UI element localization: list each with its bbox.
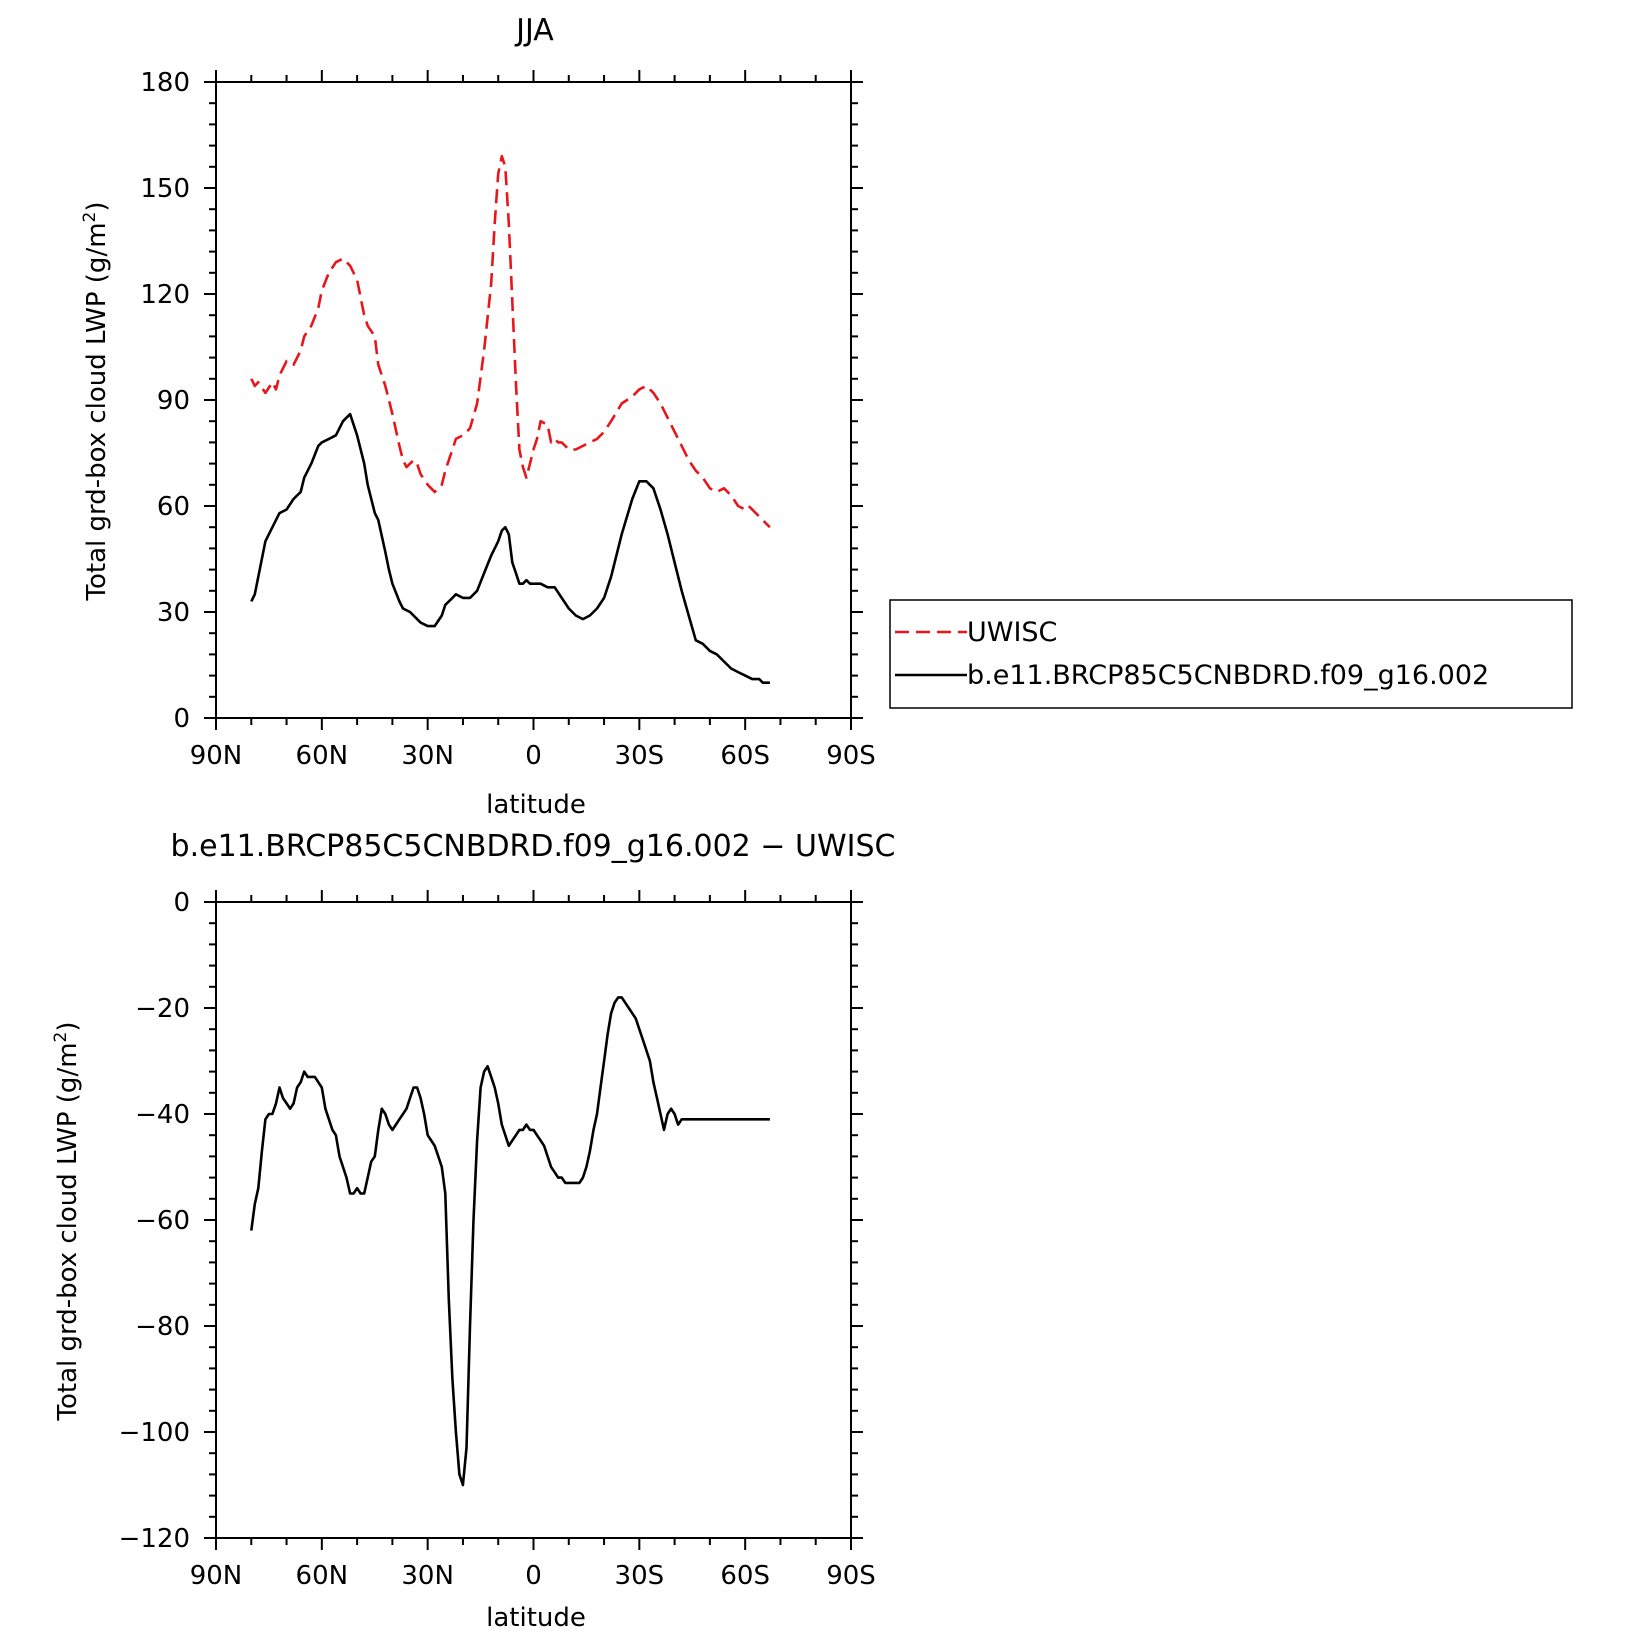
x-tick-label: 30N xyxy=(401,741,454,771)
legend-box xyxy=(889,599,1573,709)
y-tick-label: 90 xyxy=(157,386,190,416)
x-tick-label: 90S xyxy=(826,741,876,771)
x-tick-label: 30S xyxy=(615,741,665,771)
x-tick-label: 90N xyxy=(190,1561,243,1591)
bottom-panel-axes: 90N 60N 30N 0 30S 60S 90S 0 −20 −40 −60 −80 −100 −120 xyxy=(119,888,876,1591)
y-tick-label: −100 xyxy=(119,1418,190,1448)
legend-label-uwisc: UWISC xyxy=(967,617,1057,648)
top-panel-axes: 90N 60N 30N 0 30S 60S 90S 0 30 60 90 120 150 180 xyxy=(140,68,875,771)
series-line-b-e11-brcp85c5cnbdrd-f09-g16-002 xyxy=(250,412,770,685)
top-panel-y-axis-label: Total grd-box cloud LWP (g/m2) xyxy=(80,201,112,601)
bottom-panel: b.e11.BRCP85C5CNBDRD.f09_g16.002 − UWISC… xyxy=(51,829,895,1631)
y-tick-label: −20 xyxy=(135,994,190,1024)
top-panel: JJA Total grd-box cloud LWP (g/m2) latit… xyxy=(80,13,876,820)
x-tick-label: 30N xyxy=(401,1561,454,1591)
top-panel-plot-area xyxy=(250,154,771,685)
x-tick-label: 60S xyxy=(720,1561,770,1591)
x-tick-label: 60N xyxy=(296,741,349,771)
plot-frame xyxy=(215,901,852,1539)
plot-frame xyxy=(215,81,852,719)
y-tick-label: 120 xyxy=(140,280,190,310)
y-tick-label: −40 xyxy=(135,1100,190,1130)
y-tick-label: 0 xyxy=(173,704,190,734)
x-tick-label: 30S xyxy=(615,1561,665,1591)
x-tick-label: 60S xyxy=(720,741,770,771)
y-tick-label: −60 xyxy=(135,1206,190,1236)
y-tick-label: 0 xyxy=(173,888,190,918)
top-panel-x-axis-label: latitude xyxy=(486,790,586,820)
bottom-panel-x-axis-label: latitude xyxy=(486,1603,586,1631)
bottom-panel-title: b.e11.BRCP85C5CNBDRD.f09_g16.002 − UWISC xyxy=(171,829,896,864)
series-line-difference xyxy=(250,996,770,1487)
legend: UWISC b.e11.BRCP85C5CNBDRD.f09_g16.002 xyxy=(889,599,1573,709)
x-tick-label: 0 xyxy=(525,1561,542,1591)
legend-label-model: b.e11.BRCP85C5CNBDRD.f09_g16.002 xyxy=(967,660,1489,691)
bottom-panel-plot-area xyxy=(250,996,770,1487)
y-tick-label: 180 xyxy=(140,68,190,98)
y-tick-label: −80 xyxy=(135,1312,190,1342)
y-tick-label: −120 xyxy=(119,1524,190,1554)
bottom-panel-y-axis-label: Total grd-box cloud LWP (g/m2) xyxy=(51,1021,83,1421)
y-tick-label: 150 xyxy=(140,174,190,204)
x-tick-label: 0 xyxy=(525,741,542,771)
x-tick-label: 90S xyxy=(826,1561,876,1591)
series-line-uwisc xyxy=(250,154,771,529)
y-tick-label: 60 xyxy=(157,492,190,522)
x-tick-label: 60N xyxy=(296,1561,349,1591)
y-tick-label: 30 xyxy=(157,598,190,628)
x-tick-label: 90N xyxy=(190,741,243,771)
top-panel-title: JJA xyxy=(514,13,554,48)
